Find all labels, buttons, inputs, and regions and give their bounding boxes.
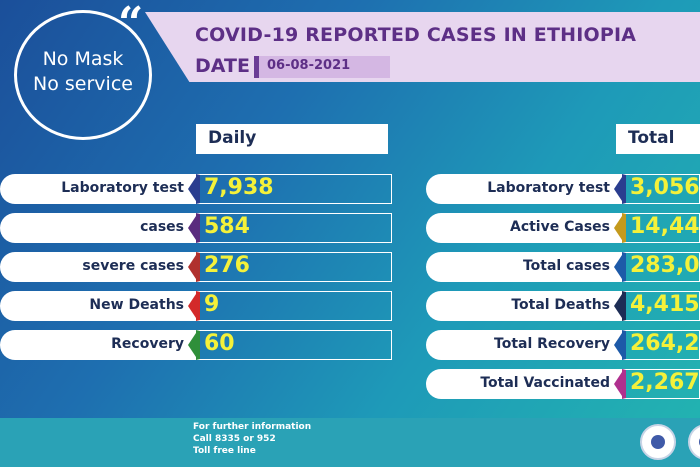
header-band [145, 12, 700, 82]
total-row-label: Total Deaths [426, 291, 622, 321]
footer-band [0, 418, 700, 467]
ministry-logo-icon [640, 424, 676, 460]
total-row-label: Active Cases [426, 213, 622, 243]
date-box: 06-08-2021 [254, 56, 390, 78]
daily-row-arrow-icon [188, 252, 198, 282]
quote-icon: “ [118, 0, 144, 49]
total-row-value: 4,415 [622, 291, 700, 321]
footer-line-2: Call 8335 or 952 [193, 434, 276, 444]
total-heading: Total [616, 124, 700, 154]
daily-row-arrow-icon [188, 174, 198, 204]
total-row-label: Total Recovery [426, 330, 622, 360]
daily-row-value: 9 [196, 291, 392, 321]
daily-row-value: 60 [196, 330, 392, 360]
total-row-arrow-icon [614, 252, 624, 282]
daily-row-arrow-icon [188, 213, 198, 243]
daily-row-value: 7,938 [196, 174, 392, 204]
total-row-value: 3,056, [622, 174, 700, 204]
no-mask-badge: No Mask No service [14, 10, 152, 140]
badge-line-2: No service [33, 73, 133, 95]
daily-row-value: 584 [196, 213, 392, 243]
badge-text: No Mask No service [17, 47, 149, 97]
footer-info: For further information Call 8335 or 952… [193, 421, 311, 457]
badge-line-1: No Mask [42, 48, 124, 70]
total-row-value: 14,440 [622, 213, 700, 243]
total-row-label: Total Vaccinated [426, 369, 622, 399]
daily-row-label: severe cases [0, 252, 196, 282]
footer-line-3: Toll free line [193, 446, 256, 456]
total-row-arrow-icon [614, 213, 624, 243]
total-row-value: 2,267, [622, 369, 700, 399]
date-label: DATE [195, 55, 250, 77]
page-title: COVID-19 REPORTED CASES IN ETHIOPIA [195, 24, 637, 46]
daily-row-label: New Deaths [0, 291, 196, 321]
daily-row-value: 276 [196, 252, 392, 282]
daily-row-arrow-icon [188, 330, 198, 360]
total-row-label: Laboratory test [426, 174, 622, 204]
total-row-value: 264,22 [622, 330, 700, 360]
total-row-arrow-icon [614, 174, 624, 204]
daily-row-label: cases [0, 213, 196, 243]
total-row-label: Total cases [426, 252, 622, 282]
total-row-arrow-icon [614, 330, 624, 360]
daily-row-label: Recovery [0, 330, 196, 360]
daily-row-label: Laboratory test [0, 174, 196, 204]
total-row-arrow-icon [614, 291, 624, 321]
daily-row-arrow-icon [188, 291, 198, 321]
footer-line-1: For further information [193, 422, 312, 432]
total-row-value: 283,08 [622, 252, 700, 282]
total-row-arrow-icon [614, 369, 624, 399]
daily-heading: Daily [196, 124, 388, 154]
date-value: 06-08-2021 [267, 58, 351, 73]
